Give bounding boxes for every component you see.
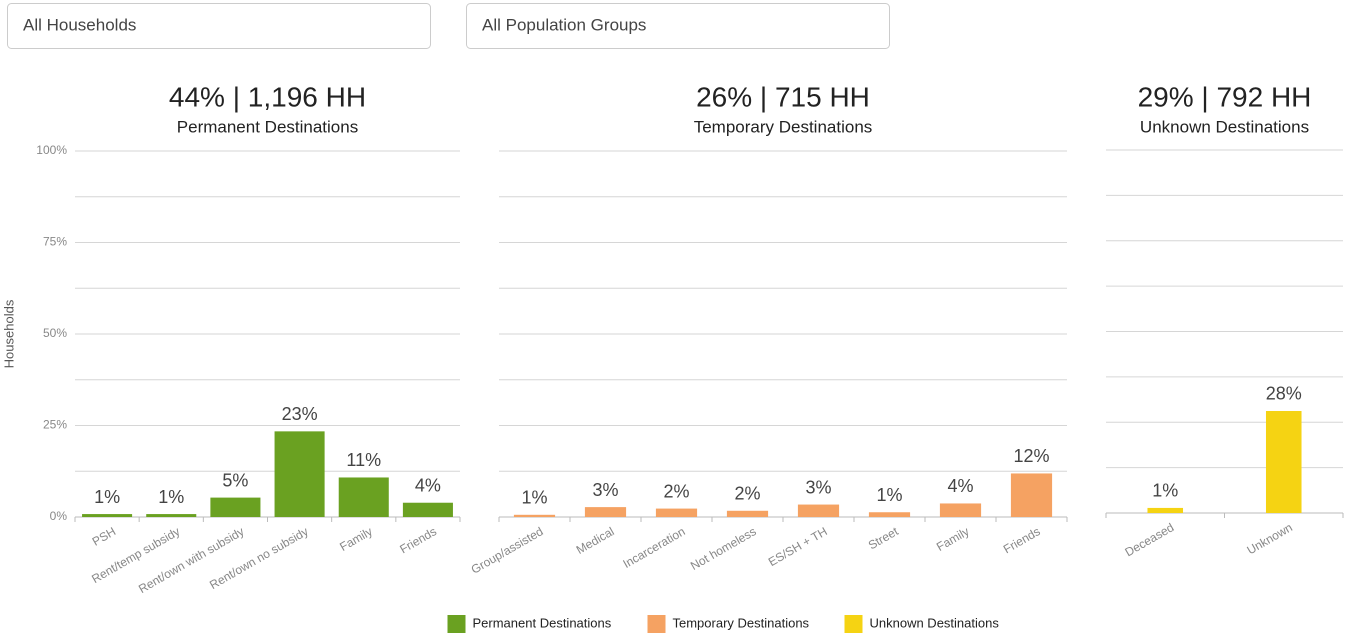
value-label: 1%: [521, 488, 547, 508]
x-tick-label: Family: [934, 524, 972, 554]
value-label: 28%: [1266, 384, 1302, 404]
legend-swatch: [447, 615, 466, 633]
value-label: 11%: [346, 450, 381, 470]
filter-text: All Households: [23, 15, 136, 34]
value-label: 1%: [94, 487, 120, 507]
chart-title: 29% | 792 HH: [1138, 81, 1312, 112]
x-tick-label: Unknown: [1245, 520, 1295, 557]
x-tick-label: Incarceration: [621, 524, 688, 571]
bar: [82, 514, 133, 517]
x-tick-label: Family: [337, 524, 375, 554]
value-label: 4%: [415, 475, 441, 495]
bar: [868, 512, 911, 517]
bar: [210, 497, 261, 517]
bar: [726, 510, 769, 517]
y-axis-label: Households: [1, 299, 16, 368]
filter-dropdown[interactable]: [7, 3, 431, 49]
y-tick-label: 0%: [50, 509, 68, 523]
value-label: 1%: [876, 485, 902, 505]
y-tick-label: 50%: [43, 326, 67, 340]
x-tick-label: Street: [866, 524, 901, 552]
value-label: 1%: [158, 487, 184, 507]
value-label: 4%: [947, 476, 973, 496]
bar: [1147, 507, 1184, 513]
y-tick-label: 100%: [36, 143, 67, 157]
y-tick-label: 75%: [43, 235, 67, 249]
filter-dropdown[interactable]: [466, 3, 890, 49]
legend-label: Unknown Destinations: [870, 615, 1000, 630]
bar: [655, 508, 698, 517]
value-label: 1%: [1152, 481, 1178, 501]
bar: [146, 514, 197, 517]
filter-text: All Population Groups: [482, 15, 646, 34]
chart-title: 26% | 715 HH: [696, 81, 870, 112]
x-tick-label: ES/SH + TH: [766, 524, 830, 569]
bar: [513, 514, 556, 517]
bar: [402, 502, 453, 517]
chart-subtitle: Unknown Destinations: [1140, 117, 1309, 136]
legend-swatch: [844, 615, 863, 633]
legend-swatch: [647, 615, 666, 633]
x-tick-label: Deceased: [1123, 520, 1177, 559]
chart-subtitle: Temporary Destinations: [694, 117, 873, 136]
x-tick-label: Rent/own with subsidy: [136, 524, 246, 596]
bar: [1265, 410, 1302, 513]
value-label: 3%: [592, 480, 618, 500]
bar: [939, 503, 982, 517]
x-tick-label: Friends: [1001, 524, 1043, 556]
value-label: 2%: [663, 481, 689, 501]
value-label: 12%: [1013, 446, 1049, 466]
value-label: 3%: [805, 477, 831, 497]
x-tick-label: PSH: [90, 524, 118, 548]
legend-label: Temporary Destinations: [673, 615, 810, 630]
value-label: 2%: [734, 484, 760, 504]
x-tick-label: Group/assisted: [469, 524, 546, 576]
bar: [338, 477, 389, 517]
value-label: 23%: [282, 404, 318, 424]
value-label: 5%: [222, 470, 248, 490]
chart-subtitle: Permanent Destinations: [177, 117, 358, 136]
bar: [797, 504, 840, 517]
legend-label: Permanent Destinations: [473, 615, 612, 630]
x-tick-label: Not homeless: [688, 524, 759, 573]
bar: [584, 507, 627, 517]
bar: [274, 431, 325, 517]
y-tick-label: 25%: [43, 418, 67, 432]
bar: [1010, 473, 1053, 517]
x-tick-label: Medical: [574, 524, 617, 557]
chart-title: 44% | 1,196 HH: [169, 81, 366, 112]
x-tick-label: Friends: [397, 524, 439, 556]
